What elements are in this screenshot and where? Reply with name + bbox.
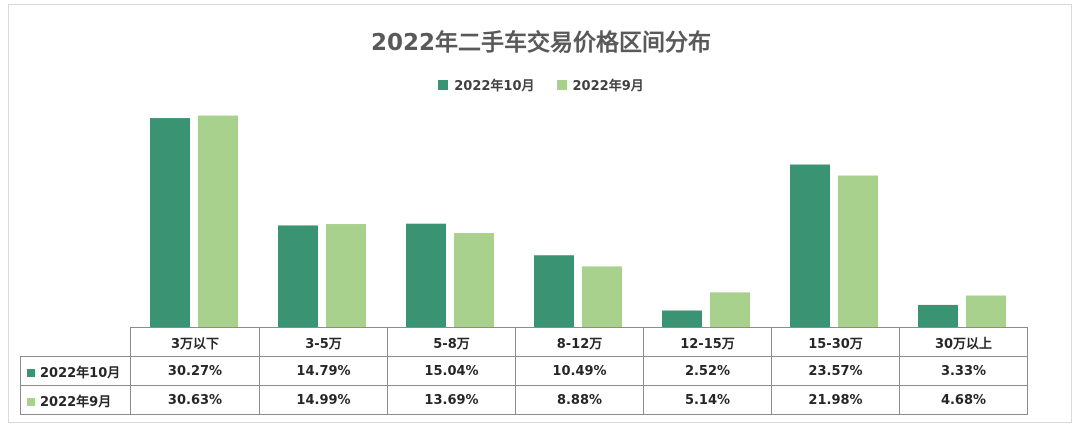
table-value-cell: 14.99%: [259, 385, 388, 415]
table-value-cell: 15.04%: [387, 356, 516, 386]
legend-item-sep: 2022年9月: [556, 75, 644, 94]
table-key-oct: [27, 369, 35, 377]
bar-sep-3: [582, 266, 622, 328]
table-header-row: 3万以下 3-5万 5-8万 8-12万 12-15万 15-30万 30万以上: [20, 327, 1028, 357]
table-value-cell: 3.33%: [899, 356, 1028, 386]
bar-sep-6: [966, 295, 1006, 328]
category-label: 8-12万: [515, 327, 644, 357]
category-label: 30万以上: [899, 327, 1028, 357]
bar-sep-2: [454, 233, 494, 328]
bar-oct-0: [150, 118, 190, 329]
table-value-cell: 13.69%: [387, 385, 516, 415]
bar-sep-5: [838, 175, 878, 328]
table-value-cell: 4.68%: [899, 385, 1028, 415]
bar-oct-3: [534, 255, 574, 328]
category-label: 15-30万: [771, 327, 900, 357]
data-table: 3万以下 3-5万 5-8万 8-12万 12-15万 15-30万 30万以上…: [20, 327, 1028, 415]
table-row-header-oct: 2022年10月: [20, 356, 131, 386]
table-value-cell: 10.49%: [515, 356, 644, 386]
table-key-sep: [27, 398, 35, 406]
category-label: 3万以下: [130, 327, 260, 357]
legend-item-oct: 2022年10月: [438, 75, 535, 94]
legend-swatch-sep: [556, 79, 567, 90]
table-value-cell: 30.63%: [130, 385, 260, 415]
table-row-header-sep: 2022年9月: [20, 385, 131, 415]
table-corner-cell: [20, 327, 131, 357]
bar-sep-1: [326, 224, 366, 328]
chart-legend: 2022年10月 2022年9月: [9, 75, 1073, 94]
legend-label-sep: 2022年9月: [572, 79, 644, 94]
bar-oct-6: [918, 304, 958, 328]
bar-sep-0: [198, 115, 238, 328]
bar-oct-1: [278, 225, 318, 328]
table-value-cell: 5.14%: [643, 385, 772, 415]
bar-oct-5: [790, 164, 830, 328]
legend-swatch-oct: [438, 79, 449, 90]
table-value-cell: 2.52%: [643, 356, 772, 386]
category-label: 5-8万: [387, 327, 516, 357]
table-value-cell: 30.27%: [130, 356, 260, 386]
chart-title: 2022年二手车交易价格区间分布: [370, 30, 711, 56]
table-value-cell: 23.57%: [771, 356, 900, 386]
table-series-name-oct: 2022年10月: [40, 365, 121, 381]
table-row-sep: 2022年9月 30.63% 14.99% 13.69% 8.88% 5.14%…: [20, 385, 1028, 415]
table-row-oct: 2022年10月 30.27% 14.79% 15.04% 10.49% 2.5…: [20, 356, 1028, 386]
bar-oct-2: [406, 223, 446, 328]
category-label: 12-15万: [643, 327, 772, 357]
table-value-cell: 8.88%: [515, 385, 644, 415]
bar-sep-4: [710, 292, 750, 328]
bar-oct-4: [662, 310, 702, 328]
table-series-name-sep: 2022年9月: [40, 394, 112, 410]
legend-label-oct: 2022年10月: [454, 79, 535, 94]
table-value-cell: 21.98%: [771, 385, 900, 415]
category-label: 3-5万: [259, 327, 388, 357]
table-value-cell: 14.79%: [259, 356, 388, 386]
